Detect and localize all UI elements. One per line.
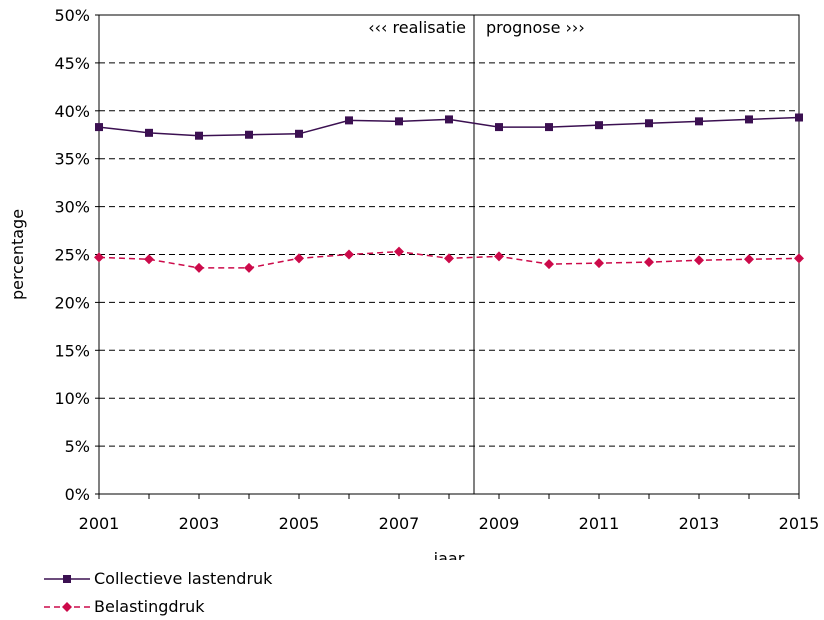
legend-item-belastingdruk: Belastingdruk xyxy=(42,597,205,616)
x-tick-label: 2005 xyxy=(279,514,320,533)
axis-ticks xyxy=(95,14,800,499)
data-point xyxy=(544,259,554,270)
y-tick-label: 0% xyxy=(65,485,90,504)
series-layer xyxy=(94,113,804,273)
prognose-label: prognose ››› xyxy=(486,18,585,37)
data-point xyxy=(344,249,354,260)
data-point xyxy=(745,115,753,124)
y-axis-label: percentage xyxy=(8,209,27,300)
x-tick-label: 2001 xyxy=(79,514,120,533)
x-tick-label: 2013 xyxy=(679,514,720,533)
legend-item-collectieve-lastendruk: Collectieve lastendruk xyxy=(42,569,272,588)
y-tick-label: 40% xyxy=(54,102,90,121)
data-point xyxy=(395,117,403,126)
gridlines xyxy=(99,62,799,447)
y-tick-label: 30% xyxy=(54,198,90,217)
data-point xyxy=(345,116,353,125)
y-tick-label: 20% xyxy=(54,293,90,312)
data-point xyxy=(444,253,454,264)
data-point xyxy=(695,117,703,126)
y-tick-label: 25% xyxy=(54,246,90,265)
realisatie-label: ‹‹‹ realisatie xyxy=(368,18,466,37)
x-tick-labels: 2001 2003 2005 2007 2009 2011 2013 2015 xyxy=(79,514,820,533)
data-point xyxy=(595,121,603,130)
data-point xyxy=(394,246,404,257)
y-tick-label: 45% xyxy=(54,54,90,73)
chart: ‹‹‹ realisatie prognose ››› 0% 5% 10% 15% 20… xyxy=(8,6,820,560)
y-tick-label: 35% xyxy=(54,150,90,169)
y-tick-label: 10% xyxy=(54,389,90,408)
y-tick-label: 15% xyxy=(54,341,90,360)
data-point xyxy=(645,119,653,128)
series-collectieve-lastendruk xyxy=(95,113,803,140)
legend-label: Collectieve lastendruk xyxy=(94,569,273,588)
x-tick-label: 2007 xyxy=(379,514,420,533)
x-tick-label: 2003 xyxy=(179,514,220,533)
data-point xyxy=(644,257,654,268)
y-tick-label: 5% xyxy=(65,437,90,456)
data-point xyxy=(795,113,803,122)
data-point xyxy=(494,251,504,262)
data-point xyxy=(244,262,254,273)
data-point xyxy=(294,253,304,264)
x-tick-label: 2015 xyxy=(779,514,820,533)
legend-swatch-square-icon xyxy=(44,574,90,583)
data-point xyxy=(295,129,303,138)
data-point xyxy=(245,130,253,139)
data-point xyxy=(594,258,604,269)
data-point xyxy=(144,254,154,265)
data-point xyxy=(694,255,704,266)
data-point xyxy=(194,262,204,273)
data-point xyxy=(744,254,754,265)
data-point xyxy=(545,123,553,132)
data-point xyxy=(94,252,104,263)
data-point xyxy=(195,131,203,140)
legend-swatch-diamond-icon xyxy=(44,601,90,612)
data-point xyxy=(445,115,453,124)
x-tick-label: 2009 xyxy=(479,514,520,533)
data-point xyxy=(495,123,503,132)
data-point xyxy=(794,253,804,264)
series-belastingdruk xyxy=(94,246,804,273)
data-point xyxy=(95,123,103,132)
x-axis-label: jaar xyxy=(433,549,465,560)
y-tick-labels: 0% 5% 10% 15% 20% 25% 30% 35% 40% 45% 50% xyxy=(54,6,90,504)
legend-label: Belastingdruk xyxy=(94,597,205,616)
x-tick-label: 2011 xyxy=(579,514,620,533)
y-tick-label: 50% xyxy=(54,6,90,25)
data-point xyxy=(145,128,153,137)
